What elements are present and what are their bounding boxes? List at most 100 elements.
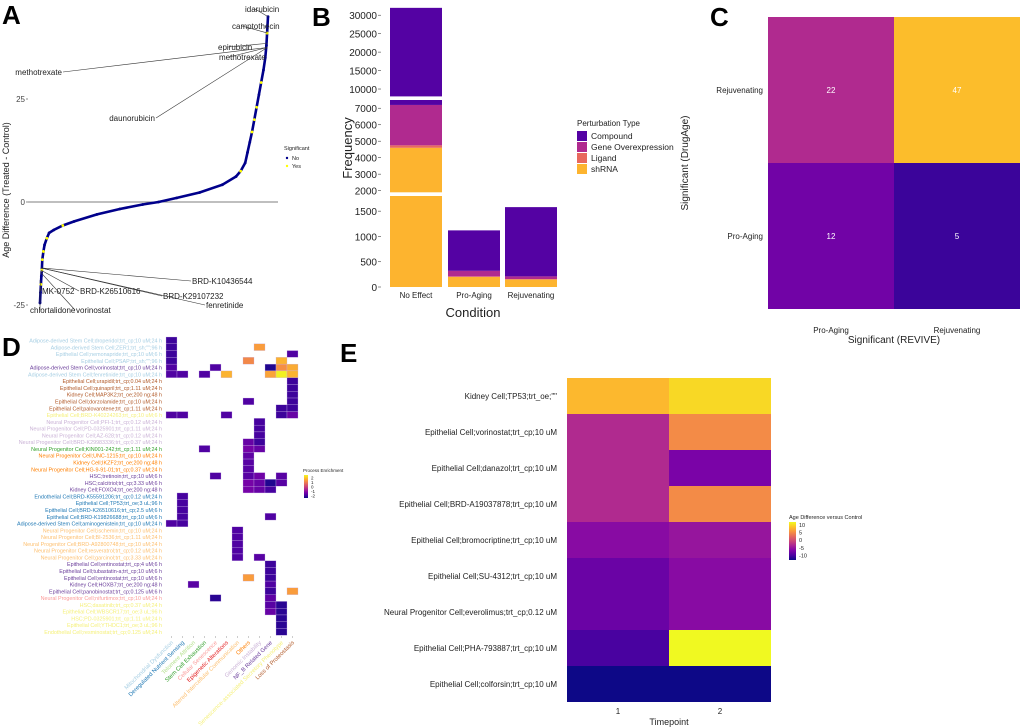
row-label: Neural Progenitor Cell;BI-2536;trt_cp;1.… — [41, 535, 162, 541]
bar-segment-ligand — [390, 145, 442, 148]
annotation-leader-line — [41, 267, 192, 282]
y-tick-label: Rejuvenating — [716, 86, 763, 95]
row-label: Kidney Cell;TP53;trt_oe;"" — [465, 392, 558, 401]
annotation-label: methotrexate — [219, 53, 266, 62]
heatmap-cell — [209, 472, 222, 480]
heatmap-cell — [253, 343, 266, 351]
heatmap-cell — [275, 601, 288, 609]
annotation-label: camptothecin — [232, 22, 280, 31]
row-label: Neural Progenitor Cell;nifurtimox;trt_cp… — [41, 596, 162, 602]
annotation-label: idarubicin — [245, 5, 279, 14]
row-label: Neural Progenitor Cell;everolimus;trt_cp… — [384, 608, 557, 617]
legend-label: Compound — [591, 131, 633, 141]
heatmap-cell — [286, 350, 299, 358]
row-label: Adipose-derived Stem Cell;fenretinide;tr… — [28, 372, 162, 378]
legend-label: Yes — [292, 164, 301, 170]
row-label: Epithelial Cell;PSAP;trt_sh;"";96 h — [81, 359, 162, 365]
data-point — [262, 68, 265, 72]
y-axis-title: Significant (DrugAge) — [680, 115, 691, 210]
heatmap-cell — [253, 418, 266, 426]
heatmap-cell — [286, 370, 299, 378]
heatmap-cell — [253, 438, 266, 446]
legend-label: No — [292, 156, 299, 162]
heatmap-cell — [275, 404, 288, 412]
x-tick-label: Rejuvenating — [934, 326, 981, 335]
heatmap-cell — [264, 574, 277, 582]
row-label: Epithelial Cell;nemonapride;trt_cp;10 uM… — [56, 352, 162, 358]
heatmap-cell — [275, 621, 288, 629]
bar-segment-gene-overexpression — [505, 276, 557, 280]
x-tick-label: 1 — [616, 707, 621, 716]
bar-segment-shrna — [448, 276, 500, 287]
cell-value-label: 12 — [827, 232, 836, 241]
heatmap-cell — [242, 465, 255, 473]
y-tick-label: 3000 — [355, 170, 378, 181]
heatmap-cell — [264, 567, 277, 575]
annotation-label: BRD-K10436544 — [192, 277, 253, 286]
y-tick-label: -25 — [13, 301, 25, 310]
y-tick-label: 1000 — [355, 232, 378, 243]
row-label: Epithelial Cell;panobinostat;trt_cp;0.12… — [49, 589, 162, 595]
heatmap-cell — [567, 522, 669, 558]
row-label: Epithelial Cell;bromocriptine;trt_cp;10 … — [411, 536, 557, 545]
data-point — [265, 44, 268, 47]
row-label: Neural Progenitor Cell;garcinol;trt_cp;3… — [41, 555, 162, 561]
row-label: Kidney Cell;FOXO4;trt_oe;200 ng;48 h — [70, 488, 162, 494]
legend-swatch — [577, 164, 587, 174]
panel-a: A -25 0 25 Age Difference (Treated - Control… — [1, 0, 310, 315]
row-label: Epithelial Cell;WBSCR17;trt_oe;3 uL;96 h — [63, 610, 162, 616]
legend-label: Ligand — [591, 153, 617, 163]
heatmap-cell — [253, 445, 266, 453]
data-point — [263, 56, 267, 60]
heatmap-cell — [264, 560, 277, 568]
bar-segment-compound — [390, 7, 442, 97]
legend-colorbar — [304, 475, 308, 498]
heatmap-cell — [768, 17, 894, 163]
heatmap-cell — [253, 486, 266, 494]
heatmap-cell — [275, 363, 288, 372]
data-point — [141, 203, 145, 206]
heatmap-cell — [286, 587, 299, 595]
heatmap-cell — [567, 558, 669, 594]
panel-c: C 22 47 12 5 Rejuvenating Pro-Aging Pro-Aging Re… — [680, 2, 1020, 346]
heatmap-cell — [242, 445, 255, 453]
heatmap-cell — [669, 522, 771, 558]
annotation-label: vorinostat — [76, 306, 111, 315]
data-point — [248, 140, 252, 144]
heatmap-cell — [176, 506, 189, 514]
row-label: Kidney Cell;MAP3K2;trt_oe;200 ng;48 h — [67, 393, 162, 399]
heatmap-cell — [220, 411, 233, 419]
annotation-leader-line — [41, 267, 206, 306]
legend-swatch — [577, 131, 587, 141]
panel-e: E Kidney Cell;TP53;trt_oe;"" Epithelial Ce… — [340, 338, 862, 727]
annotation-leader-line — [40, 269, 80, 292]
y-tick-label: Pro-Aging — [727, 232, 763, 241]
row-label: HSC;dasatinib;trt_cp;0.37 uM;24 h — [80, 603, 162, 609]
row-label: Epithelial Cell;urapidil;trt_cp;0.04 uM;… — [63, 379, 162, 385]
y-tick-label: 7000 — [355, 104, 378, 115]
data-point-significant — [252, 118, 256, 121]
data-point — [118, 207, 122, 211]
y-tick-label: 25 — [16, 95, 25, 104]
annotation-label: chlortalidone — [30, 306, 76, 315]
panel-label-a: A — [2, 0, 21, 30]
bar-segment-gene-overexpression — [390, 104, 442, 146]
legend-title: Process Enrichment — [303, 468, 344, 473]
y-tick-label: 500 — [360, 258, 377, 269]
legend-tick-label: 1 — [311, 480, 314, 485]
panel-label-d: D — [2, 332, 21, 362]
panel-b: B 0 500 1000 1500 2000 3000 4000 5000 6000 7000 100… — [312, 2, 674, 320]
heatmap-cell — [165, 363, 178, 372]
row-label: Endothelial Cell;BRD-K55591206;trt_cp;0.… — [34, 494, 162, 500]
data-point — [47, 231, 51, 235]
x-tick-label: Rejuvenating — [508, 291, 555, 300]
heatmap-cell — [286, 391, 299, 399]
annotation-label: fenretinide — [206, 301, 244, 310]
data-point-significant — [40, 258, 44, 262]
y-tick-label: 10000 — [349, 85, 377, 96]
x-tick-label: Pro-Aging — [813, 326, 849, 335]
data-point-significant — [250, 130, 254, 134]
heatmap-cell — [165, 519, 178, 527]
x-tick-label: Pro-Aging — [456, 291, 492, 300]
x-axis-title: Significant (REVIVE) — [848, 335, 940, 346]
